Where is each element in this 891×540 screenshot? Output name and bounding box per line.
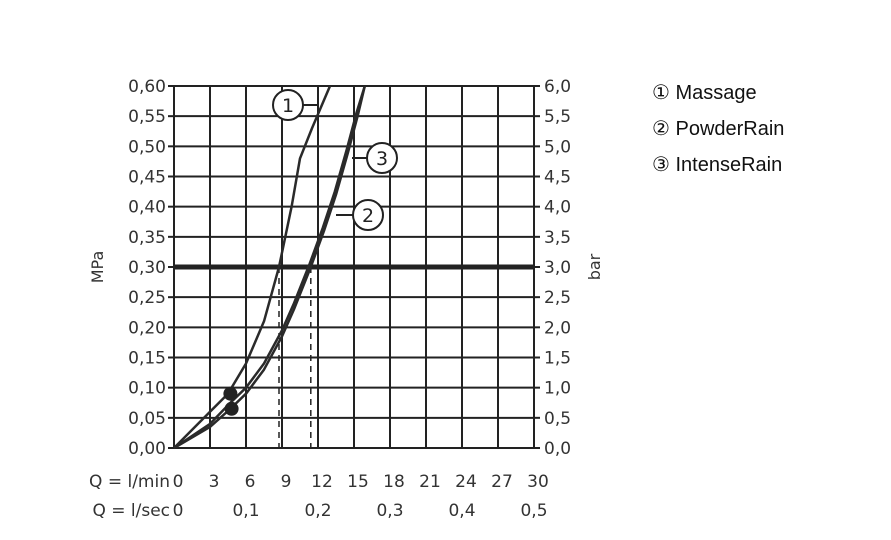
- x-tick-label-lmin: 6: [245, 472, 256, 492]
- legend-item-powderrain: ② PowderRain: [652, 118, 785, 140]
- callout-label-massage: 1: [282, 95, 294, 117]
- x-tick-label-lmin: 12: [311, 472, 333, 492]
- legend-item-massage: ① Massage: [652, 82, 757, 104]
- x-tick-label-lmin: 21: [419, 472, 441, 492]
- series-line-massage: [173, 85, 332, 449]
- callout-circle: [366, 142, 398, 174]
- x-tick-label-lmin: 3: [209, 472, 220, 492]
- y-tick-label-left: 0,40: [128, 198, 166, 218]
- y-tick-label-right: 5,5: [544, 107, 571, 127]
- y-axis-label-right: bar: [585, 253, 604, 280]
- y-tick-label-right: 1,5: [544, 349, 571, 369]
- x-tick-label-lmin: 0: [173, 472, 184, 492]
- x-tick-label-lmin: 15: [347, 472, 369, 492]
- y-tick-label-right: 5,0: [544, 137, 571, 157]
- y-tick-label-left: 0,10: [128, 379, 166, 399]
- x-tick-label-lmin: 24: [455, 472, 477, 492]
- y-tick-label-right: 3,5: [544, 228, 571, 248]
- x-axis-label-lsec: Q = l/sec: [92, 501, 170, 521]
- x-tick-label-lmin: 9: [281, 472, 292, 492]
- x-tick-label-lsec: 0,1: [232, 501, 259, 521]
- y-tick-label-left: 0,15: [128, 349, 166, 369]
- y-tick-label-left: 0,05: [128, 409, 166, 429]
- callout-label-powderrain: 2: [362, 205, 374, 227]
- y-tick-label-right: 2,5: [544, 288, 571, 308]
- legend-item-intenserain: ③ IntenseRain: [652, 154, 783, 176]
- x-tick-label-lmin: 27: [491, 472, 513, 492]
- y-tick-label-left: 0,55: [128, 107, 166, 127]
- y-tick-label-left: 0,25: [128, 288, 166, 308]
- x-tick-label-lsec: 0,4: [448, 501, 475, 521]
- marker-point: [223, 386, 238, 401]
- x-axis-label-lmin: Q = l/min: [89, 472, 170, 492]
- y-tick-label-right: 4,0: [544, 198, 571, 218]
- y-tick-label-right: 2,0: [544, 318, 571, 338]
- x-tick-label-lsec: 0,3: [376, 501, 403, 521]
- marker-point: [224, 401, 239, 416]
- y-axis-label-left: MPa: [88, 251, 107, 284]
- y-tick-label-right: 4,5: [544, 168, 571, 188]
- x-tick-label-lmin: 30: [527, 472, 549, 492]
- y-tick-label-left: 0,45: [128, 168, 166, 188]
- y-tick-label-left: 0,35: [128, 228, 166, 248]
- y-tick-label-right: 0,5: [544, 409, 571, 429]
- legend: ① Massage ② PowderRain ③ IntenseRain: [652, 80, 784, 188]
- y-tick-label-right: 1,0: [544, 379, 571, 399]
- y-tick-label-left: 0,30: [128, 258, 166, 278]
- y-tick-label-right: 0,0: [544, 439, 571, 459]
- y-tick-label-left: 0,60: [128, 77, 166, 97]
- x-tick-label-lsec: 0: [173, 501, 184, 521]
- x-tick-label-lsec: 0,5: [520, 501, 547, 521]
- y-tick-label-left: 0,50: [128, 137, 166, 157]
- callout-circle: [272, 89, 304, 121]
- x-tick-label-lsec: 0,2: [304, 501, 331, 521]
- y-tick-label-right: 3,0: [544, 258, 571, 278]
- x-tick-label-lmin: 18: [383, 472, 405, 492]
- y-tick-label-left: 0,00: [128, 439, 166, 459]
- y-tick-label-right: 6,0: [544, 77, 571, 97]
- callout-label-intenserain: 3: [376, 148, 388, 170]
- y-tick-label-left: 0,20: [128, 318, 166, 338]
- callout-circle: [352, 199, 384, 231]
